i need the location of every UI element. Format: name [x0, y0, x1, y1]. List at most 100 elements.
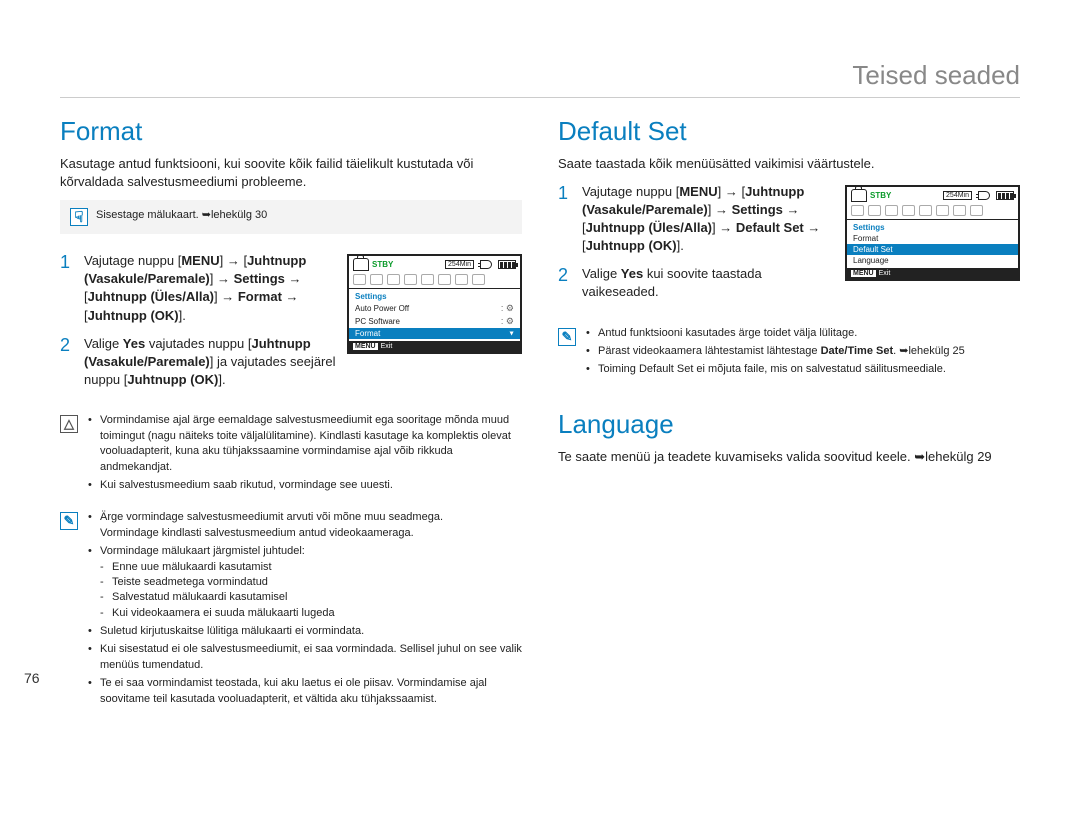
t: Pärast videokaamera lähtestamist lähtest…	[598, 345, 821, 357]
language-heading: Language	[558, 409, 1020, 440]
note-icon: ✎	[558, 328, 576, 346]
yes-label: Yes	[621, 266, 643, 281]
menu-item-label: PC Software	[355, 317, 400, 326]
tip-subitem: Salvestatud mälukaardi kasutamisel	[100, 590, 522, 605]
tip-subitem: Enne uue mälukaardi kasutamist	[100, 560, 522, 575]
camera-ui-defaultset: STBY 254Min Settings Format Default Set	[845, 185, 1020, 281]
t: Valige	[84, 336, 123, 351]
menu-path: Settings	[234, 271, 285, 286]
menu-badge: MENU	[851, 270, 876, 277]
menu-key: MENU	[679, 184, 717, 199]
warn-item: Kui salvestusmeedium saab rikutud, vormi…	[88, 478, 522, 493]
defaultset-step-2: 2 Valige Yes kui soovite taastada vaikes…	[558, 265, 837, 301]
menu-item-format: Format	[847, 233, 1018, 244]
memcard-note: ☟ Sisestage mälukaart. ➥lehekülg 30	[60, 200, 522, 234]
menu-heading: Settings	[847, 222, 1018, 233]
step-body: Vajutage nuppu [MENU] → [Juhtnupp (Vasak…	[84, 252, 339, 325]
mode-icon	[851, 205, 864, 216]
defaultset-step-1: 1 Vajutage nuppu [MENU] → [Juhtnupp (Vas…	[558, 183, 837, 256]
t: . ➥lehekülg 25	[893, 345, 965, 357]
mode-icon	[353, 274, 366, 285]
tip-item: Pärast videokaamera lähtestamist lähtest…	[586, 344, 1020, 359]
t: Ärge vormindage salvestusmeediumit arvut…	[100, 511, 443, 523]
menu-heading: Settings	[349, 291, 520, 302]
time-remaining: 254Min	[445, 260, 474, 269]
key: Juhtnupp (Üles/Alla)	[88, 289, 214, 304]
mode-icon	[902, 205, 915, 216]
key: Juhtnupp (OK)	[88, 308, 179, 323]
battery-icon	[498, 260, 516, 269]
menu-path: Format	[238, 289, 282, 304]
mode-icon	[919, 205, 932, 216]
tip-item: Kui sisestatud ei ole salvestusmeediumit…	[88, 642, 522, 673]
format-step-2: 2 Valige Yes vajutades nuppu [Juhtnupp (…	[60, 335, 339, 390]
mode-icon	[421, 274, 434, 285]
menu-item-autopoweroff: Auto Power Off: ⚙	[349, 302, 520, 315]
mode-icon	[404, 274, 417, 285]
page-number: 76	[24, 670, 40, 686]
tip-item: Antud funktsiooni kasutades ärge toidet …	[586, 326, 1020, 341]
language-intro: Te saate menüü ja teadete kuvamiseks val…	[558, 448, 1020, 466]
right-column: Default Set Saate taastada kõik menüüsät…	[558, 116, 1020, 710]
menu-key: MENU	[181, 253, 219, 268]
step-body: Valige Yes kui soovite taastada vaikesea…	[582, 265, 837, 301]
manual-page: Teised seaded Format Kasutage antud funk…	[0, 0, 1080, 730]
t: ] → [	[220, 253, 247, 268]
t: ] →	[214, 289, 238, 304]
menu-item-label: Format	[355, 329, 380, 338]
note-icon: ✎	[60, 512, 78, 530]
gear-icon: : ⚙	[501, 316, 514, 327]
t: ].	[218, 372, 225, 387]
mode-icon	[472, 274, 485, 285]
page-header: Teised seaded	[60, 60, 1020, 98]
memcard-note-text: Sisestage mälukaart. ➥lehekülg 30	[96, 208, 267, 221]
stby-label: STBY	[372, 260, 393, 269]
t: Valige	[582, 266, 621, 281]
t: ] →	[712, 220, 736, 235]
hand-icon: ☟	[70, 208, 88, 226]
mode-icon-row	[349, 273, 520, 289]
format-warning: △ Vormindamise ajal ärge eemaldage salve…	[60, 413, 522, 496]
mode-icon	[370, 274, 383, 285]
camera-icon	[353, 258, 369, 271]
t: Vajutage nuppu [	[84, 253, 181, 268]
t: Vormindage kindlasti salvestusmeedium an…	[100, 527, 414, 539]
key: Juhtnupp (OK)	[586, 238, 677, 253]
menu-item-format-selected: Format ▸	[349, 328, 520, 339]
tip-subitem: Teiste seadmetega vormindatud	[100, 575, 522, 590]
mode-icon	[438, 274, 451, 285]
menu-path: Default Set	[736, 220, 804, 235]
menu-footer: MENUExit	[847, 268, 1018, 279]
menu-item-label: Format	[853, 234, 878, 243]
tip-item: Te ei saa vormindamist teostada, kui aku…	[88, 676, 522, 707]
tip-item: Ärge vormindage salvestusmeediumit arvut…	[88, 510, 522, 541]
menu-item-defaultset-selected: Default Set	[847, 244, 1018, 255]
t: ] →	[708, 202, 732, 217]
t: ].	[677, 238, 684, 253]
step-body: Valige Yes vajutades nuppu [Juhtnupp (Va…	[84, 335, 339, 390]
tip-item: Vormindage mälukaart järgmistel juhtudel…	[88, 544, 522, 621]
plug-icon	[978, 191, 990, 200]
mode-icon	[387, 274, 400, 285]
t: ].	[179, 308, 186, 323]
step-number: 2	[60, 335, 74, 390]
menu-item-language: Language	[847, 255, 1018, 266]
format-intro: Kasutage antud funktsiooni, kui soovite …	[60, 155, 522, 190]
chevron-down-icon: ▸	[507, 332, 516, 336]
battery-icon	[996, 191, 1014, 200]
mode-icon	[868, 205, 881, 216]
stby-label: STBY	[870, 191, 891, 200]
menu-item-label: Default Set	[853, 245, 893, 254]
defaultset-heading: Default Set	[558, 116, 1020, 147]
mode-icon	[953, 205, 966, 216]
t: ] → [	[718, 184, 745, 199]
menu-footer: MENUExit	[349, 341, 520, 352]
format-tips: ✎ Ärge vormindage salvestusmeediumit arv…	[60, 510, 522, 710]
step-body: Vajutage nuppu [MENU] → [Juhtnupp (Vasak…	[582, 183, 837, 256]
menu-item-label: Language	[853, 256, 889, 265]
menu-path: Settings	[732, 202, 783, 217]
yes-label: Yes	[123, 336, 145, 351]
mode-icon-row	[847, 204, 1018, 220]
datetime-set-label: Date/Time Set	[821, 345, 894, 357]
key: Juhtnupp (Üles/Alla)	[586, 220, 712, 235]
